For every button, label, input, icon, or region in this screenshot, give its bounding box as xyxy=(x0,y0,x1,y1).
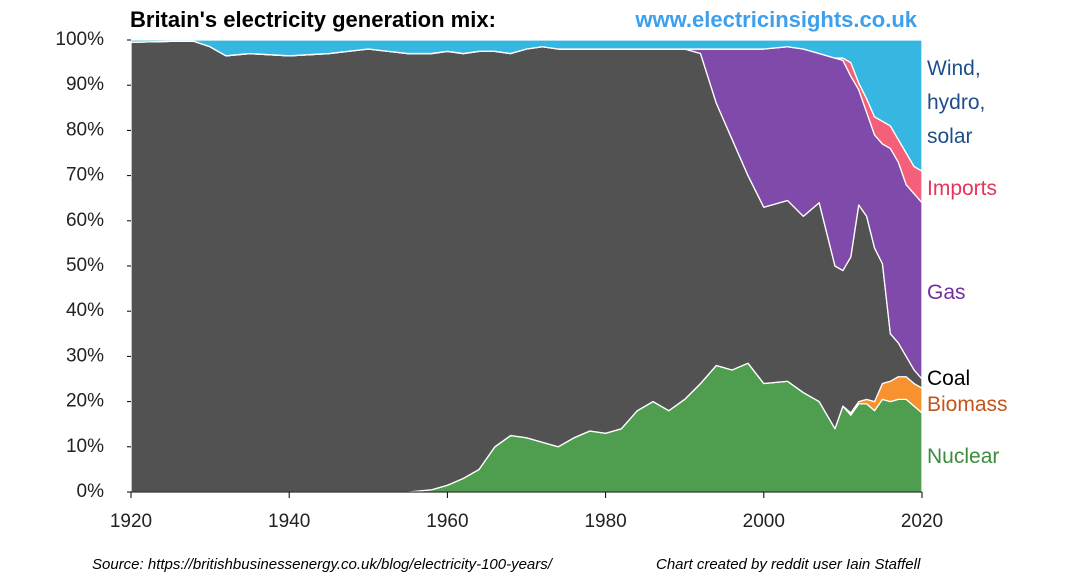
legend-label: Biomass xyxy=(927,393,1008,416)
area xyxy=(130,39,923,172)
y-tick-label: 10% xyxy=(66,436,104,457)
y-tick-label: 0% xyxy=(77,481,105,502)
x-tick-label: 1920 xyxy=(110,511,152,532)
chart-title: Britain's electricity generation mix: xyxy=(130,7,496,32)
y-tick-label: 100% xyxy=(55,29,104,50)
source-note: Source: https://britishbusinessenergy.co… xyxy=(92,556,554,573)
y-tick-label: 60% xyxy=(66,210,104,231)
x-tick-label: 2020 xyxy=(901,511,943,532)
x-tick-label: 2000 xyxy=(743,511,785,532)
legend-label: Imports xyxy=(927,177,998,200)
y-tick-label: 80% xyxy=(66,119,104,140)
legend-label: Nuclear xyxy=(927,445,1000,468)
chart-subtitle: www.electricinsights.co.uk xyxy=(634,7,917,32)
y-tick-label: 40% xyxy=(66,300,104,321)
legend-label: Coal xyxy=(927,367,971,390)
legend-label: Wind, hydro, solar xyxy=(927,57,986,148)
y-tick-label: 90% xyxy=(66,74,104,95)
x-tick-label: 1980 xyxy=(584,511,626,532)
x-tick-label: 1960 xyxy=(426,511,468,532)
x-tick-label: 1940 xyxy=(268,511,310,532)
legend-label: Gas xyxy=(927,281,966,304)
credit-note: Chart created by reddit user Iain Staffe… xyxy=(656,556,921,573)
y-tick-label: 30% xyxy=(66,345,104,366)
y-tick-label: 70% xyxy=(66,165,104,186)
y-tick-label: 20% xyxy=(66,391,104,412)
y-tick-label: 50% xyxy=(66,255,104,276)
